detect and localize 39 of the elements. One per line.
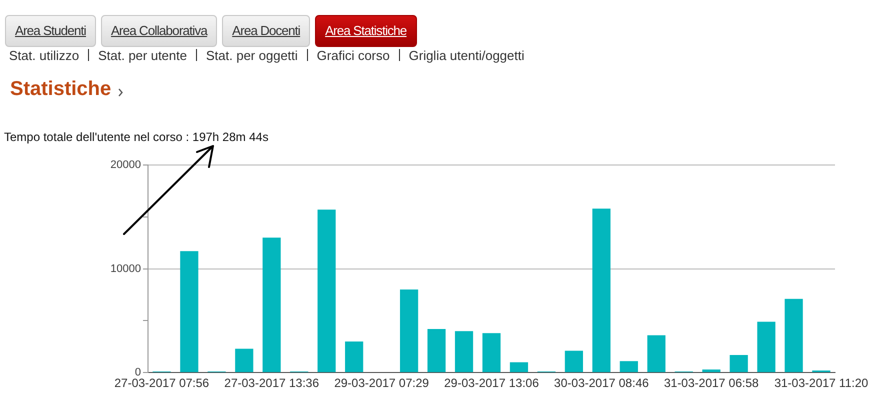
bar [345, 341, 364, 372]
x-tick-label: 31-03-2017 06:58 [664, 376, 760, 390]
text: Stat. utilizzo [9, 48, 80, 63]
bar [592, 208, 610, 372]
bar [702, 369, 720, 372]
chart-subtitle: Tempo totale dell'utente nel corso : 197h 28m 44s [4, 130, 268, 144]
bar [784, 298, 803, 372]
bar [400, 290, 418, 372]
bar [180, 251, 198, 372]
x-tick-label: 27-03-2017 13:36 [224, 376, 320, 390]
text: Griglia utenti/oggetti [408, 48, 524, 63]
y-tick-label: 0 [134, 366, 141, 379]
text: Area Studenti [5, 15, 96, 47]
bar [482, 333, 501, 372]
bar [318, 210, 336, 372]
text: Stat. per utente [98, 48, 187, 63]
text: Area Statistiche [315, 15, 417, 47]
chart-title: Statistiche [10, 78, 112, 101]
bar [620, 361, 638, 372]
bar [647, 335, 666, 372]
x-tick-label: 29-03-2017 13:06 [444, 376, 540, 390]
bar [510, 362, 528, 372]
y-tick-label: 10000 [110, 262, 141, 275]
bar [757, 322, 776, 372]
text: Area Docenti [222, 15, 310, 47]
y-tick-label: 20000 [110, 159, 141, 172]
bar [235, 348, 254, 372]
text: Stat. per oggetti [206, 48, 298, 63]
x-tick-label: 29-03-2017 07:29 [334, 376, 430, 390]
x-tick-label: 27-03-2017 07:56 [114, 376, 210, 390]
bar [564, 350, 584, 372]
bar [262, 238, 281, 372]
x-tick-label: 30-03-2017 08:46 [554, 376, 650, 390]
x-tick-label: 31-03-2017 11:20 [774, 376, 869, 390]
text: Area Collaborativa [100, 15, 218, 47]
bar [454, 331, 474, 372]
bar [427, 329, 446, 372]
text: Grafici corso [316, 48, 390, 63]
bar [730, 354, 748, 372]
